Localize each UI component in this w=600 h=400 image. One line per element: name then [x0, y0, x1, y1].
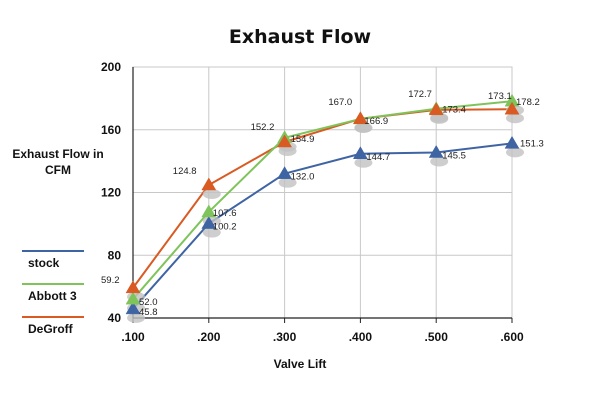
data-label-stock-0: 45.8 [139, 307, 158, 318]
legend-swatch-abbott-3 [22, 283, 84, 285]
axes [132, 66, 513, 323]
legend-label-abbott-3: Abbott 3 [28, 289, 77, 303]
marker-shadow-stock-5 [506, 147, 524, 158]
marker-stock-5 [504, 135, 520, 149]
x-axis-label: Valve Lift [273, 357, 327, 371]
legend-label-degroff: DeGroff [28, 322, 73, 336]
y-tick-labels: 40 80 120 160 200 [101, 60, 121, 325]
data-label-abbott-3-1: 107.6 [213, 208, 237, 219]
marker-stock-0 [125, 301, 141, 315]
marker-shadow-stock-0 [127, 312, 145, 323]
marker-abbott-3-1 [201, 204, 217, 218]
marker-degroff-5 [504, 101, 520, 115]
data-label-stock-2: 132.0 [291, 172, 315, 183]
data-label-degroff-3: 167.0 [328, 97, 352, 108]
x-tick-label-1: .200 [197, 330, 221, 344]
marker-degroff-4 [428, 102, 444, 116]
y-axis-label: Exhaust Flow in CFM [12, 147, 104, 177]
marker-shadow-stock-4 [430, 156, 449, 167]
legend-swatch-stock [22, 250, 84, 252]
x-tick-label-0: .100 [121, 330, 145, 344]
marker-shadow-degroff-4 [430, 113, 449, 124]
marker-degroff-3 [352, 111, 368, 125]
y-tick-label-40: 40 [108, 311, 122, 325]
series-markers [125, 93, 520, 315]
series-lines [132, 100, 513, 310]
data-label-abbott-3-2: 154.9 [291, 134, 315, 145]
chart-title: Exhaust Flow [228, 26, 372, 48]
legend-item-abbott-3: Abbott 3 [22, 283, 92, 303]
x-tick-label-4: .500 [425, 330, 449, 344]
marker-stock-2 [277, 166, 293, 179]
series-line-degroff [132, 108, 513, 289]
legend-item-stock: stock [22, 250, 92, 270]
y-tick-label-80: 80 [108, 248, 122, 262]
data-label-degroff-4: 172.7 [408, 89, 432, 100]
data-label-stock-1: 100.2 [213, 222, 237, 233]
series-line-abbott-3 [132, 100, 513, 300]
legend-label-stock: stock [28, 256, 60, 270]
y-tick-label-200: 200 [101, 60, 121, 74]
marker-shadow-degroff-5 [506, 113, 524, 124]
legend-swatch-degroff [22, 316, 84, 318]
marker-shadow-degroff-2 [278, 145, 297, 156]
x-tick-label-3: .400 [349, 330, 373, 344]
marker-stock-3 [352, 146, 368, 160]
y-tick-label-160: 160 [101, 123, 121, 137]
data-label-stock-4: 145.5 [442, 150, 466, 161]
marker-shadow-stock-1 [202, 227, 221, 238]
series-line-stock [132, 142, 513, 310]
x-tick-labels: .100 .200 .300 .400 .500 .600 [121, 330, 524, 344]
marker-shadow-stock-3 [354, 157, 373, 168]
x-tick-label-5: .600 [500, 330, 524, 344]
data-label-abbott-3-3: 166.9 [364, 116, 388, 127]
marker-degroff-0 [125, 280, 141, 294]
legend-item-degroff: DeGroff [22, 316, 92, 336]
marker-shadow-degroff-1 [202, 188, 221, 199]
y-tick-label-120: 120 [101, 186, 121, 200]
data-label-degroff-1: 124.8 [173, 166, 197, 177]
x-tick-label-2: .300 [273, 330, 297, 344]
data-label-abbott-3-0: 52.0 [139, 297, 158, 308]
data-label-abbott-3-4: 173.4 [442, 105, 466, 116]
marker-stock-1 [201, 216, 217, 229]
marker-degroff-2 [277, 134, 293, 148]
data-label-stock-3: 144.7 [366, 152, 390, 163]
data-label-degroff-0: 59.2 [101, 275, 120, 286]
data-label-degroff-5: 173.1 [488, 91, 512, 102]
marker-shadow-stock-2 [278, 177, 297, 188]
data-labels: 45.8 100.2 132.0 144.7 145.5 151.3 52.0 107.6 15… [101, 89, 544, 318]
data-label-degroff-2: 152.2 [251, 122, 275, 133]
marker-abbott-3-0 [125, 291, 141, 305]
marker-stock-4 [428, 145, 444, 158]
data-label-stock-5: 151.3 [520, 138, 544, 149]
marker-shadow-degroff-3 [354, 122, 373, 133]
data-label-abbott-3-5: 178.2 [516, 97, 540, 108]
marker-degroff-1 [201, 177, 217, 191]
